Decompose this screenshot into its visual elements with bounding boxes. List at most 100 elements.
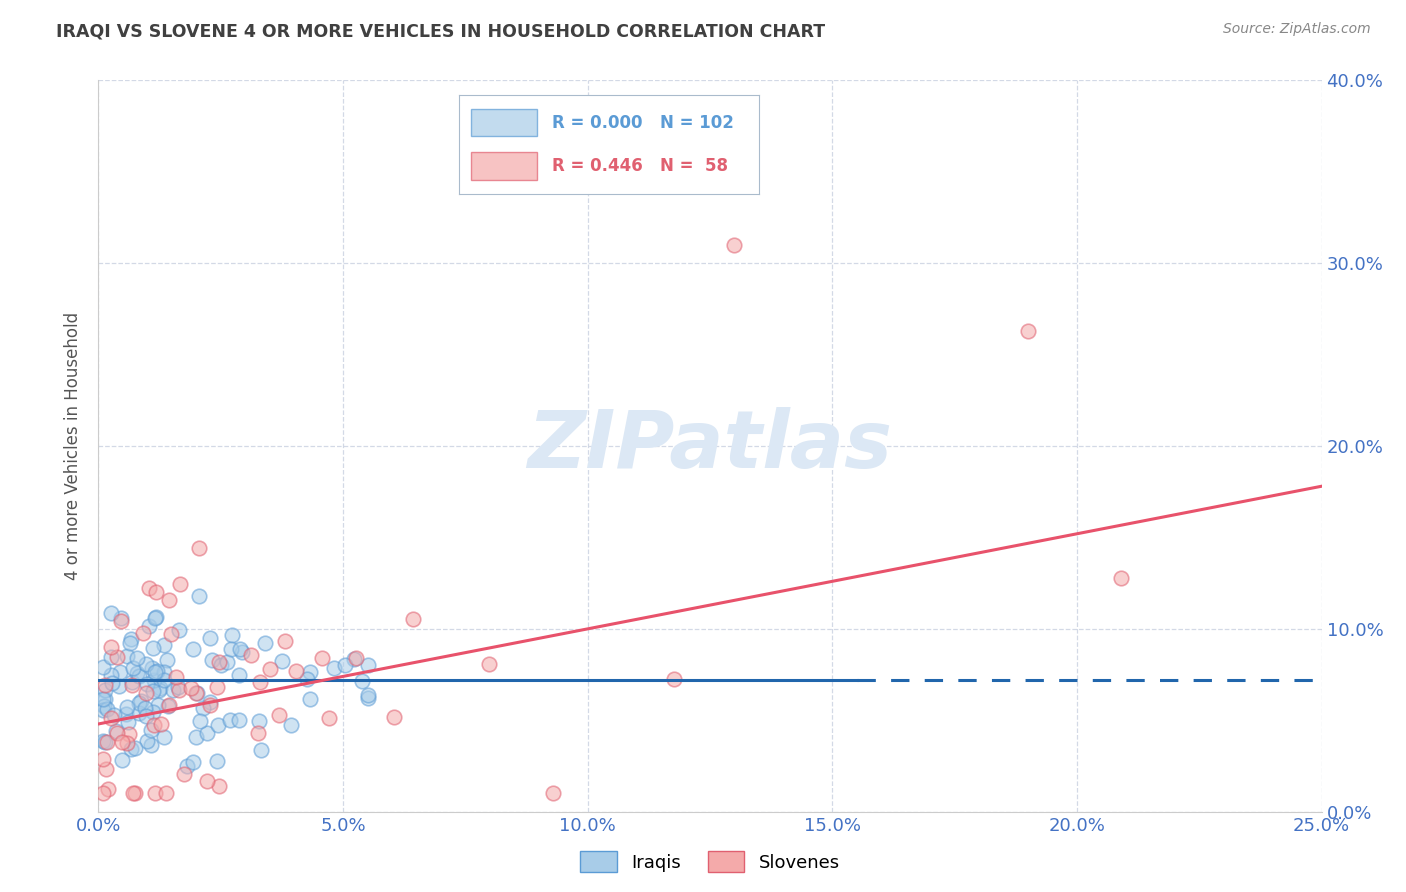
Point — [267, 707, 290, 722]
Point — [723, 238, 745, 252]
Point — [108, 665, 131, 679]
Point — [229, 641, 252, 656]
Point — [121, 675, 143, 690]
Point — [115, 699, 138, 714]
Point — [135, 677, 157, 691]
Point — [93, 678, 115, 692]
Point — [249, 674, 271, 689]
Point — [152, 673, 174, 687]
Point — [662, 672, 685, 686]
Point — [228, 668, 250, 682]
Point — [107, 680, 129, 694]
Point — [132, 625, 155, 640]
Point — [129, 694, 152, 708]
Point — [110, 614, 132, 628]
Point — [198, 632, 221, 646]
Point — [128, 696, 150, 710]
Point — [118, 727, 141, 741]
Point — [100, 711, 122, 725]
Point — [157, 698, 180, 712]
Point — [143, 787, 166, 801]
Point — [96, 735, 118, 749]
Point — [208, 779, 231, 793]
Point — [221, 628, 243, 642]
Point — [247, 714, 270, 729]
Point — [205, 680, 228, 694]
Point — [122, 787, 145, 801]
Point — [253, 636, 276, 650]
Point — [259, 662, 281, 676]
Point — [187, 590, 209, 604]
Point — [105, 725, 128, 739]
Point — [91, 660, 114, 674]
Point — [91, 752, 114, 766]
Point — [91, 733, 114, 747]
Point — [231, 645, 253, 659]
Point — [149, 681, 172, 695]
Point — [155, 786, 177, 800]
Point — [143, 673, 166, 687]
Point — [136, 734, 159, 748]
Point — [311, 650, 333, 665]
Point — [143, 665, 166, 679]
Point — [141, 739, 163, 753]
Point — [162, 683, 184, 698]
Point — [187, 541, 209, 555]
Point — [240, 648, 263, 663]
Point — [150, 716, 173, 731]
Point — [343, 652, 366, 666]
Point — [298, 692, 321, 706]
Point — [285, 664, 308, 678]
Point — [142, 684, 165, 698]
Point — [121, 678, 143, 692]
Point — [209, 657, 232, 672]
Point — [141, 705, 163, 719]
Point — [143, 718, 166, 732]
Point — [167, 623, 190, 637]
Point — [110, 611, 132, 625]
Point — [134, 701, 156, 715]
Point — [94, 763, 117, 777]
Point — [167, 683, 190, 698]
Point — [356, 658, 378, 673]
Point — [105, 650, 128, 665]
Point — [120, 632, 142, 646]
Text: Source: ZipAtlas.com: Source: ZipAtlas.com — [1223, 22, 1371, 37]
Point — [344, 650, 367, 665]
Point — [318, 711, 340, 725]
Point — [122, 661, 145, 675]
Point — [200, 695, 222, 709]
Point — [100, 606, 122, 620]
Point — [103, 708, 125, 723]
Point — [100, 668, 122, 682]
Point — [152, 665, 174, 680]
Point — [1017, 324, 1039, 338]
Point — [1109, 571, 1132, 585]
Point — [382, 709, 405, 723]
Point — [247, 726, 270, 740]
Point — [115, 648, 138, 663]
Point — [135, 686, 157, 700]
Point — [478, 657, 501, 671]
Point — [356, 691, 378, 706]
Point — [402, 612, 425, 626]
Point — [155, 653, 177, 667]
Point — [181, 755, 204, 769]
Point — [201, 653, 224, 667]
Point — [165, 670, 187, 684]
Point — [208, 655, 231, 669]
Point — [299, 665, 322, 680]
Point — [91, 703, 114, 717]
Point — [128, 706, 150, 721]
Text: IRAQI VS SLOVENE 4 OR MORE VEHICLES IN HOUSEHOLD CORRELATION CHART: IRAQI VS SLOVENE 4 OR MORE VEHICLES IN H… — [56, 22, 825, 40]
Point — [93, 699, 115, 714]
Point — [273, 633, 295, 648]
Point — [91, 691, 114, 706]
Point — [97, 782, 120, 797]
Point — [91, 787, 114, 801]
Point — [352, 674, 374, 689]
Point — [153, 731, 176, 745]
Point — [94, 692, 117, 706]
Point — [173, 767, 195, 781]
Point — [115, 707, 138, 722]
